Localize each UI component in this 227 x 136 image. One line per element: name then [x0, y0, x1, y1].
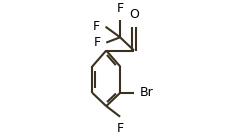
Text: O: O	[129, 8, 139, 21]
Text: Br: Br	[139, 86, 153, 99]
Text: F: F	[116, 122, 124, 135]
Text: F: F	[93, 20, 100, 33]
Text: F: F	[94, 36, 101, 49]
Text: F: F	[116, 2, 124, 15]
